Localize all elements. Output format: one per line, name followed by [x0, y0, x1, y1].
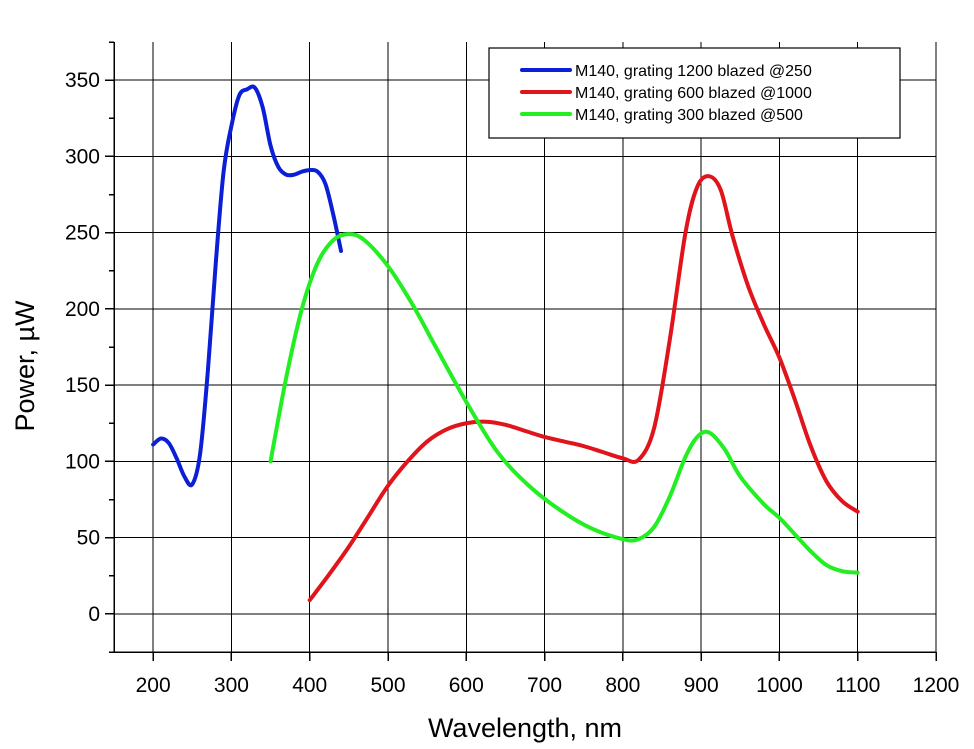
y-tick-label: 250 [65, 222, 100, 245]
y-tick-label: 100 [65, 450, 100, 473]
x-tick-label: 700 [527, 674, 562, 697]
x-tick-label: 300 [214, 674, 249, 697]
series-line-2 [268, 232, 860, 575]
y-tick-label: 50 [77, 527, 100, 550]
legend-label-0: M140, grating 1200 blazed @250 [575, 63, 812, 80]
y-tick-label: 150 [65, 374, 100, 397]
y-tick-labels: 0 50 100 150 200 250 300 350 [65, 69, 100, 626]
x-tick-label: 800 [605, 674, 640, 697]
x-tick-label: 400 [292, 674, 327, 697]
x-axis-title: Wavelength, nm [428, 713, 622, 743]
legend-label-2: M140, grating 300 blazed @500 [575, 107, 803, 124]
y-tick-label: 0 [88, 603, 100, 626]
x-tick-label: 600 [449, 674, 484, 697]
x-tick-labels: 200 300 400 500 600 700 800 900 1000 1100 1200 [136, 674, 960, 697]
series-line-0 [151, 84, 344, 488]
x-tick-label: 1000 [756, 674, 803, 697]
series-group [151, 84, 860, 603]
x-tick-label: 1200 [913, 674, 960, 697]
series-line-1 [307, 174, 860, 603]
x-tick-label: 1100 [835, 674, 880, 697]
y-tick-label: 200 [65, 298, 100, 321]
x-tick-label: 500 [370, 674, 405, 697]
x-tick-label: 900 [684, 674, 719, 697]
axes [105, 41, 937, 661]
legend: M140, grating 1200 blazed @250 M140, grat… [488, 47, 901, 139]
x-tick-label: 200 [136, 674, 171, 697]
legend-label-1: M140, grating 600 blazed @1000 [575, 85, 812, 102]
y-tick-label: 300 [65, 145, 100, 168]
y-tick-label: 350 [65, 69, 100, 92]
y-axis-title: Power, µW [10, 300, 40, 432]
